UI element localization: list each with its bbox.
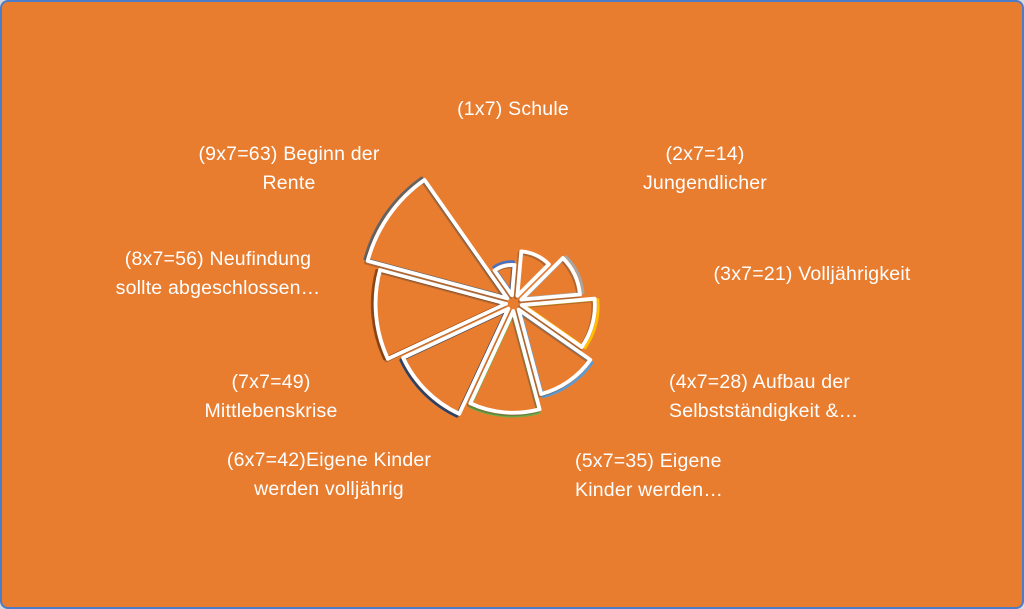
pie-slice-5[interactable] [515,307,594,399]
pie-slice-4[interactable] [518,296,600,351]
data-label-line: sollte abgeschlossen… [115,277,321,299]
pie-slice-6[interactable] [466,309,542,418]
pie-slice-2[interactable] [513,246,552,300]
pie-slice-9[interactable] [363,176,510,302]
data-label-8-neufindung[interactable]: (8x7=56) Neufindung sollte abgeschlossen… [116,245,321,303]
data-label-line: (1x7) Schule [457,98,569,120]
data-label-7-mittlebenskrise[interactable]: (7x7=49) Mittlebenskrise [204,368,337,426]
data-label-4-selbststaendigkeit[interactable]: (4x7=28) Aufbau der Selbstständigkeit &… [669,368,858,426]
data-label-5-eigene-kinder[interactable]: (5x7=35) Eigene Kinder werden… [575,447,723,505]
data-label-line: (8x7=56) Neufindung [124,248,312,270]
pie-slice-3[interactable] [517,255,585,304]
data-label-line: Mittlebenskrise [204,400,338,422]
pie-slice-8[interactable] [370,267,508,363]
data-label-1-schule[interactable]: (1x7) Schule [457,95,569,124]
pie-slice-1[interactable] [491,260,517,299]
data-label-9-rente[interactable]: (9x7=63) Beginn der Rente [198,140,379,198]
data-label-line: Rente [262,172,316,194]
data-label-line: Kinder werden… [575,479,724,501]
data-label-line: (2x7=14) [665,143,745,165]
spiral-pie-chart [363,176,600,418]
data-label-line: (7x7=49) [231,371,311,393]
data-label-2-jungendlicher[interactable]: (2x7=14) Jungendlicher [643,140,767,198]
data-label-line: werden volljährig [254,478,404,500]
data-label-line: (6x7=42)Eigene Kinder [226,449,432,471]
data-label-line: (9x7=63) Beginn der [198,143,380,165]
data-label-line: (5x7=35) Eigene [575,450,722,472]
data-label-line: (3x7=21) Volljährigkeit [713,263,911,285]
data-label-line: (4x7=28) Aufbau der [669,371,851,393]
data-label-3-volljaehrigkeit[interactable]: (3x7=21) Volljährigkeit [713,260,910,289]
data-label-line: Selbstständigkeit &… [669,400,859,422]
data-label-line: Jungendlicher [642,172,768,194]
pie-slice-7[interactable] [399,306,511,418]
data-label-6-kinder-volljaehrig[interactable]: (6x7=42)Eigene Kinder werden volljährig [227,446,431,504]
